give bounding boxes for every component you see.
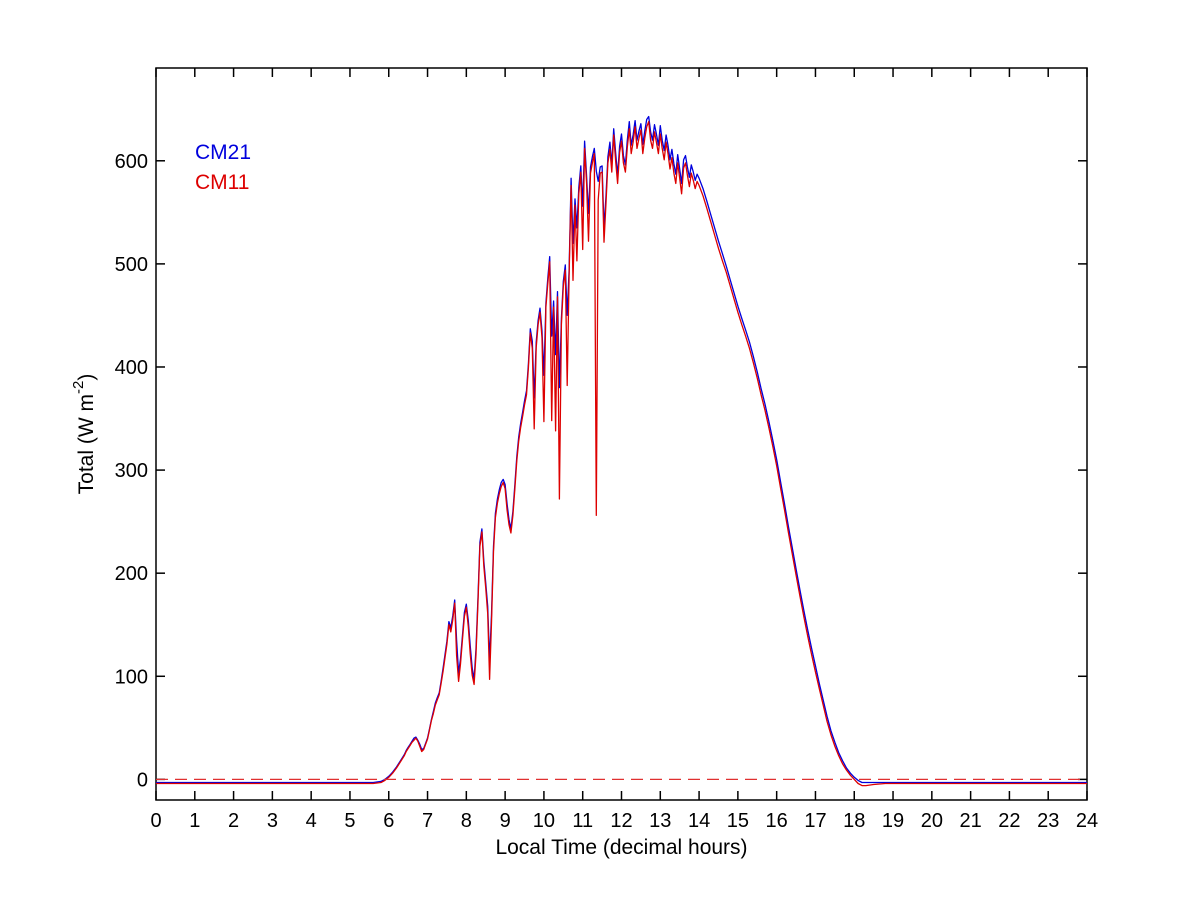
legend-cm21-label: CM21 bbox=[195, 141, 252, 164]
x-tick-label: 19 bbox=[882, 810, 904, 832]
x-tick-label: 22 bbox=[998, 810, 1020, 832]
y-tick-label: 200 bbox=[115, 563, 148, 585]
y-tick-label: 400 bbox=[115, 357, 148, 379]
cm11-line bbox=[156, 120, 1087, 787]
x-tick-label: 13 bbox=[649, 810, 671, 832]
x-tick-label: 5 bbox=[344, 810, 355, 832]
x-tick-label: 0 bbox=[150, 810, 161, 832]
x-tick-label: 21 bbox=[960, 810, 982, 832]
y-axis-label: Total (W m-2) bbox=[70, 234, 100, 634]
x-tick-label: 23 bbox=[1037, 810, 1059, 832]
y-axis-label-suffix: ) bbox=[75, 373, 98, 381]
x-tick-label: 8 bbox=[461, 810, 472, 832]
x-tick-label: 16 bbox=[766, 810, 788, 832]
x-tick-label: 3 bbox=[267, 810, 278, 832]
legend-cm11-label: CM11 bbox=[195, 171, 250, 194]
x-tick-label: 14 bbox=[688, 810, 710, 832]
y-tick-label: 0 bbox=[137, 769, 148, 791]
y-axis-label-text: Total (W m bbox=[75, 394, 98, 495]
x-tick-label: 12 bbox=[610, 810, 632, 832]
x-tick-label: 9 bbox=[500, 810, 511, 832]
cm21-line bbox=[156, 115, 1087, 784]
axis-frame bbox=[155, 67, 1088, 801]
x-tick-label: 10 bbox=[533, 810, 555, 832]
x-tick-label: 17 bbox=[804, 810, 826, 832]
x-tick-label: 20 bbox=[921, 810, 943, 832]
x-tick-label: 18 bbox=[843, 810, 865, 832]
x-tick-label: 24 bbox=[1076, 810, 1098, 832]
x-tick-label: 2 bbox=[228, 810, 239, 832]
y-axis-label-superscript: -2 bbox=[70, 380, 87, 394]
x-tick-label: 6 bbox=[383, 810, 394, 832]
x-tick-label: 7 bbox=[422, 810, 433, 832]
x-tick-label: 15 bbox=[727, 810, 749, 832]
x-axis-label: Local Time (decimal hours) bbox=[495, 836, 748, 859]
y-tick-label: 500 bbox=[115, 254, 148, 276]
y-tick-label: 600 bbox=[115, 151, 148, 173]
y-tick-label: 300 bbox=[115, 460, 148, 482]
x-tick-label: 4 bbox=[306, 810, 317, 832]
x-tick-label: 1 bbox=[189, 810, 200, 832]
y-tick-label: 100 bbox=[115, 666, 148, 688]
x-tick-label: 11 bbox=[572, 810, 593, 832]
